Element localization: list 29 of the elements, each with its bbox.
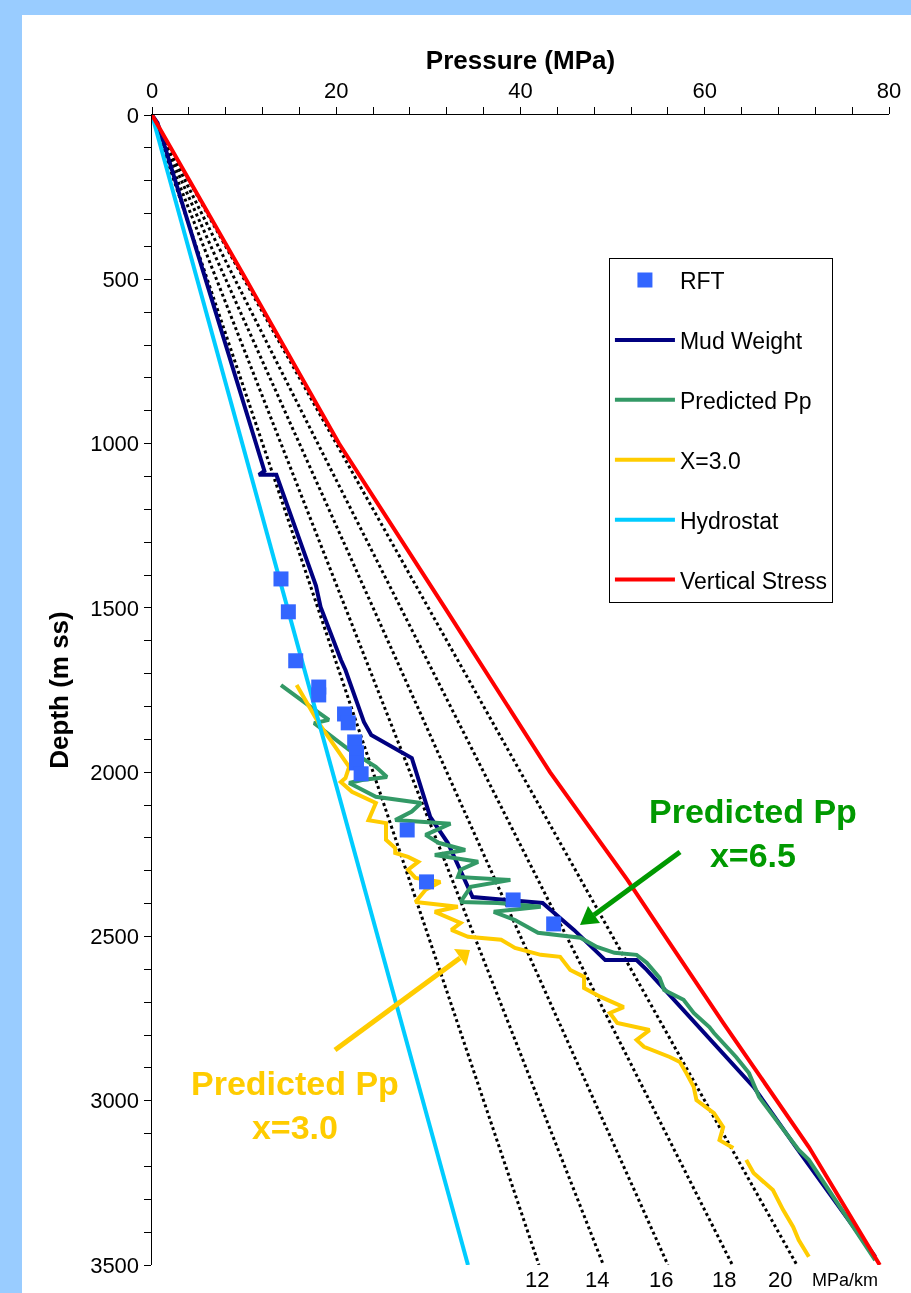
legend-label: Vertical Stress	[679, 567, 827, 594]
y-tick-label: 2000	[90, 759, 140, 785]
text: 12	[525, 1267, 550, 1292]
text: 20	[768, 1267, 793, 1292]
y-tick-label: 500	[102, 266, 140, 292]
x-tick-label: 60	[692, 77, 717, 103]
x-tick-label: 20	[324, 77, 349, 103]
legend-label: Hydrostat	[679, 507, 779, 534]
legend-label: X=3.0	[679, 447, 741, 474]
legend-label: RFT	[679, 268, 725, 295]
x-tick-label: 80	[876, 77, 902, 103]
text: MPa/km	[812, 1270, 879, 1290]
legend-label: Predicted Pp	[679, 387, 812, 414]
x-axis-title: Pressure (MPa)	[425, 45, 616, 76]
text: 16	[649, 1267, 674, 1292]
legend-label: Mud Weight	[679, 327, 803, 354]
y-tick-label: 1500	[90, 595, 140, 621]
y-tick-label: 3000	[90, 1088, 140, 1114]
annotation: Predicted Pp x=3.0	[191, 1064, 399, 1147]
y-tick-label: 2500	[90, 924, 140, 950]
x-tick-label: 40	[508, 77, 533, 103]
y-tick-label: 0	[126, 102, 140, 128]
y-tick-label: 3500	[90, 1252, 140, 1278]
text: 18	[712, 1267, 737, 1292]
y-tick-label: 1000	[90, 431, 140, 457]
annotation: Predicted Pp x=6.5	[649, 792, 857, 875]
x-tick-label: 0	[145, 77, 159, 103]
y-axis-title: Depth (m ss)	[43, 611, 74, 769]
text: 14	[585, 1267, 610, 1292]
